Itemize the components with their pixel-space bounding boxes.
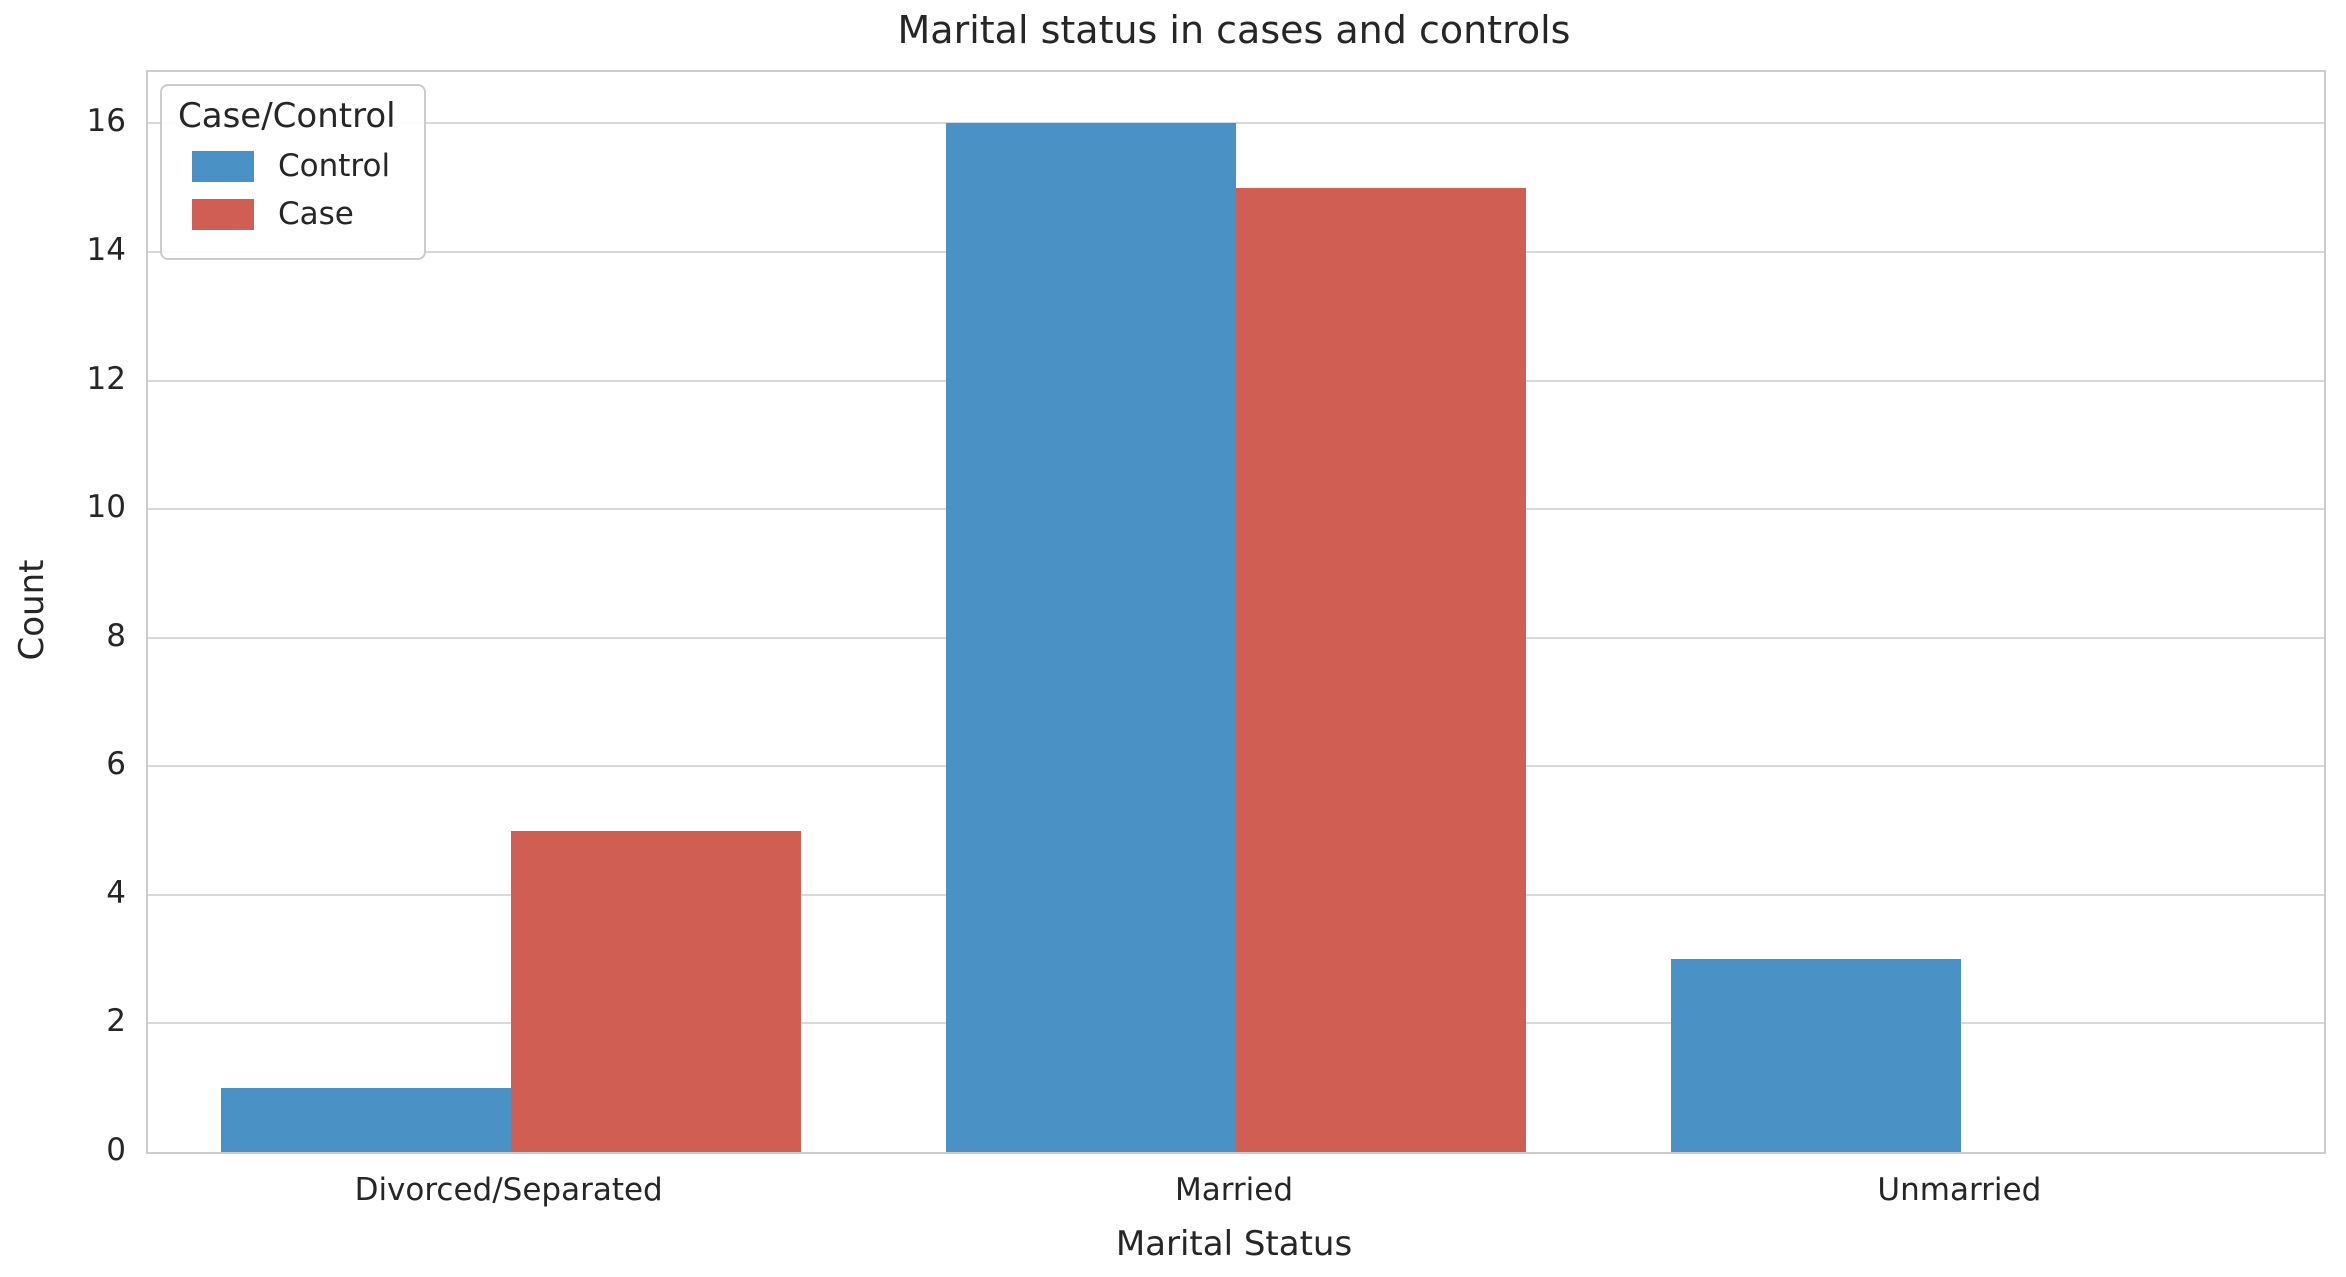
legend-title: Case/Control bbox=[178, 96, 396, 136]
legend-item-label: Case bbox=[278, 196, 354, 232]
gridline bbox=[148, 122, 2324, 125]
x-tick-label: Divorced/Separated bbox=[354, 1172, 663, 1208]
legend-item-label: Control bbox=[278, 148, 391, 184]
legend-item-control: Control bbox=[192, 148, 396, 184]
legend-items: Control Case bbox=[178, 148, 396, 232]
y-tick-label: 2 bbox=[106, 1003, 126, 1040]
x-tick-label: Unmarried bbox=[1877, 1172, 2042, 1208]
legend-swatch-icon bbox=[192, 150, 254, 182]
legend-swatch-icon bbox=[192, 198, 254, 230]
bar-control-0 bbox=[220, 1087, 511, 1152]
y-tick-label: 4 bbox=[106, 874, 126, 911]
x-tick-label: Married bbox=[1174, 1172, 1294, 1208]
plot-area bbox=[146, 70, 2326, 1154]
y-axis-label: Count bbox=[12, 559, 52, 661]
y-tick-label: 14 bbox=[86, 232, 126, 268]
y-tick-label: 16 bbox=[86, 103, 126, 140]
y-tick-label: 12 bbox=[86, 360, 126, 397]
legend-item-case: Case bbox=[192, 196, 396, 232]
y-tick-label: 10 bbox=[86, 489, 126, 526]
y-tick-label: 6 bbox=[106, 746, 126, 783]
legend: Case/Control Control Case bbox=[160, 84, 426, 260]
bar-control-1 bbox=[945, 123, 1236, 1152]
bar-control-2 bbox=[1671, 959, 1962, 1152]
y-tick-label: 8 bbox=[106, 617, 126, 654]
bar-case-0 bbox=[510, 830, 801, 1152]
y-tick-label: 0 bbox=[106, 1132, 126, 1168]
x-axis-label: Marital Status bbox=[1115, 1224, 1353, 1264]
chart-title: Marital status in cases and controls bbox=[897, 8, 1571, 52]
bar-case-1 bbox=[1236, 187, 1527, 1152]
